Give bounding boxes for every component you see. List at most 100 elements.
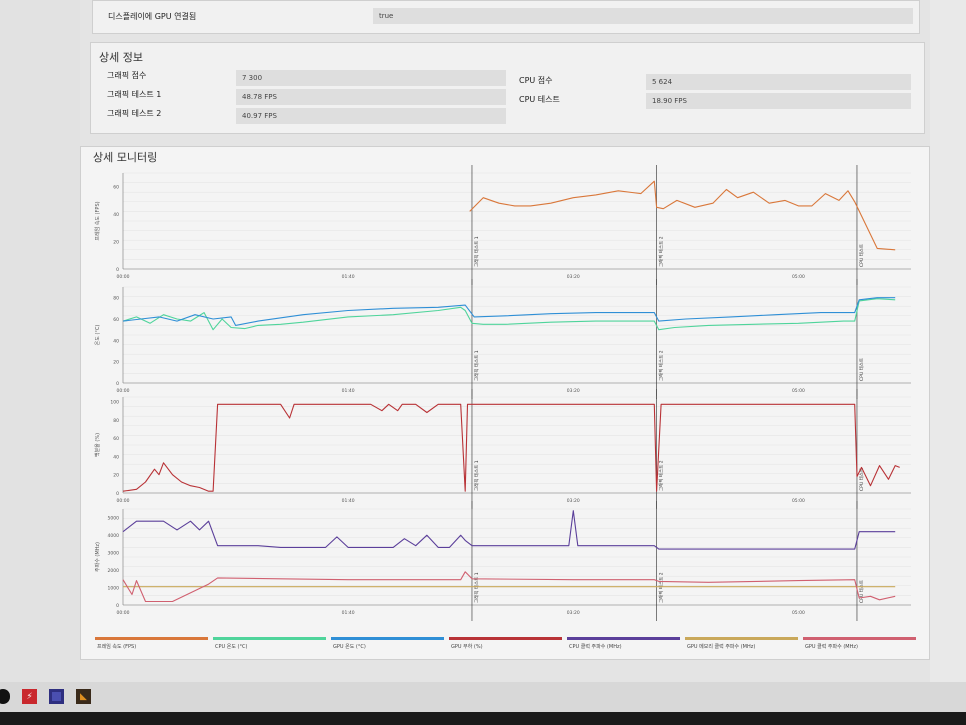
legend-item[interactable]: CPU 온도 (°C) (213, 637, 326, 653)
series-line (122, 403, 900, 492)
y-axis-label: 백분율 (%) (94, 433, 101, 457)
x-tick-label: 01:40 (342, 610, 355, 616)
benchmark-app-icon[interactable]: ⚡ (22, 689, 37, 704)
legend-label: 프레임 속도 (FPS) (97, 644, 137, 650)
x-tick-label: 00:00 (117, 610, 130, 616)
start-icon[interactable] (0, 689, 10, 704)
test-marker-label: 그래픽 테스트 1 (473, 460, 480, 491)
y-tick-label: 2000 (108, 568, 120, 574)
legend-label: GPU 클럭 주파수 (MHz) (805, 644, 858, 650)
legend-item[interactable]: GPU 클럭 주파수 (MHz) (803, 637, 916, 653)
y-axis-label: 프레임 속도 (FPS) (94, 201, 101, 240)
x-tick-label: 00:00 (117, 498, 130, 504)
y-tick-label: 1000 (108, 586, 120, 592)
system-info-panel: 디스플레이에 GPU 연결됨 true (92, 0, 920, 34)
legend-label: GPU 부하 (%) (451, 644, 483, 650)
legend-label: CPU 온도 (°C) (215, 644, 248, 650)
x-tick-label: 01:40 (342, 498, 355, 504)
y-tick-label: 20 (113, 240, 119, 246)
y-tick-label: 4000 (108, 533, 120, 539)
y-tick-label: 0 (116, 491, 119, 497)
x-tick-label: 03:20 (567, 274, 580, 280)
y-axis-label: 온도 (°C) (95, 325, 101, 346)
capture-app-icon[interactable] (49, 689, 64, 704)
legend-item[interactable]: GPU 온도 (°C) (331, 637, 444, 653)
test-marker-label: 그래픽 테스트 1 (473, 572, 480, 603)
y-axis-label: 주파수 (MHz) (94, 542, 101, 572)
legend-swatch (213, 637, 326, 640)
legend-item[interactable]: 프레임 속도 (FPS) (95, 637, 208, 653)
test-marker-label: 그래픽 테스트 1 (473, 350, 480, 381)
background-right (930, 0, 966, 682)
test-marker-label: CPU 테스트 (858, 358, 865, 381)
cpu-score-label: CPU 점수 (519, 76, 553, 85)
terminal-app-icon[interactable]: ◣ (76, 689, 91, 704)
y-tick-label: 60 (113, 317, 119, 323)
x-tick-label: 00:00 (117, 274, 130, 280)
monitoring-charts: 0 20 40 60 프레임 속도 (FPS) 00:00 01:40 03:20 05:00 그… (94, 165, 911, 621)
cpu-test-label: CPU 테스트 (519, 95, 560, 104)
x-tick-label: 01:40 (342, 274, 355, 280)
legend-swatch (567, 637, 680, 640)
graphics-score-label: 그래픽 점수 (107, 71, 147, 80)
gpu-connected-value: true (373, 8, 913, 24)
graphics-test1-label: 그래픽 테스트 1 (107, 90, 162, 99)
x-tick-label: 05:00 (792, 610, 805, 616)
x-tick-label: 05:00 (792, 388, 805, 394)
y-tick-label: 40 (113, 212, 119, 218)
cpu-test-value: 18.90 FPS (646, 93, 911, 109)
legend-item[interactable]: GPU 메모리 클럭 주파수 (MHz) (685, 637, 798, 653)
test-marker-label: 그래픽 테스트 1 (473, 236, 480, 267)
monitoring-panel: 상세 모니터링 0 20 40 60 프레임 속도 (FPS) 00:00 01:40 03:… (80, 146, 930, 660)
series-line (122, 298, 896, 331)
legend-swatch (685, 637, 798, 640)
legend-label: GPU 온도 (°C) (333, 644, 366, 650)
x-tick-label: 01:40 (342, 388, 355, 394)
test-marker-label: 그래픽 테스트 2 (658, 572, 665, 603)
y-tick-label: 3000 (108, 551, 120, 557)
background-left (0, 0, 80, 682)
y-tick-label: 100 (110, 400, 119, 406)
x-tick-label: 05:00 (792, 498, 805, 504)
legend-swatch (95, 637, 208, 640)
series-line (122, 297, 896, 326)
y-tick-label: 20 (113, 360, 119, 366)
test-marker-label: 그래픽 테스트 2 (658, 236, 665, 267)
legend-swatch (449, 637, 562, 640)
graphics-test2-label: 그래픽 테스트 2 (107, 109, 162, 118)
test-marker-label: CPU 테스트 (858, 580, 865, 603)
graphics-test1-value: 48.78 FPS (236, 89, 506, 105)
y-tick-label: 60 (113, 185, 119, 191)
x-tick-label: 00:00 (117, 388, 130, 394)
series-line (122, 510, 896, 550)
legend-swatch (803, 637, 916, 640)
series-line (469, 180, 896, 251)
gpu-connected-label: 디스플레이에 GPU 연결됨 (108, 12, 197, 21)
graphics-test2-value: 40.97 FPS (236, 108, 506, 124)
y-tick-label: 0 (116, 603, 119, 609)
x-tick-label: 05:00 (792, 274, 805, 280)
series-line (122, 571, 896, 603)
x-tick-label: 03:20 (567, 388, 580, 394)
cpu-score-value: 5 624 (646, 74, 911, 90)
y-tick-label: 80 (113, 418, 119, 424)
test-marker-label: 그래픽 테스트 2 (658, 460, 665, 491)
y-tick-label: 20 (113, 473, 119, 479)
legend-swatch (331, 637, 444, 640)
legend-item[interactable]: CPU 클럭 주파수 (MHz) (567, 637, 680, 653)
x-tick-label: 03:20 (567, 498, 580, 504)
y-tick-label: 5000 (108, 516, 120, 522)
taskbar-bottom (0, 712, 966, 725)
detail-info-title: 상세 정보 (99, 51, 143, 64)
legend-label: GPU 메모리 클럭 주파수 (MHz) (687, 644, 756, 650)
graphics-score-value: 7 300 (236, 70, 506, 86)
legend-label: CPU 클럭 주파수 (MHz) (569, 644, 622, 650)
legend-item[interactable]: GPU 부하 (%) (449, 637, 562, 653)
test-marker-label: CPU 테스트 (858, 468, 865, 491)
y-tick-label: 60 (113, 436, 119, 442)
y-tick-label: 80 (113, 296, 119, 302)
y-tick-label: 40 (113, 338, 119, 344)
y-tick-label: 40 (113, 454, 119, 460)
test-marker-label: CPU 테스트 (858, 244, 865, 267)
y-tick-label: 0 (116, 381, 119, 387)
